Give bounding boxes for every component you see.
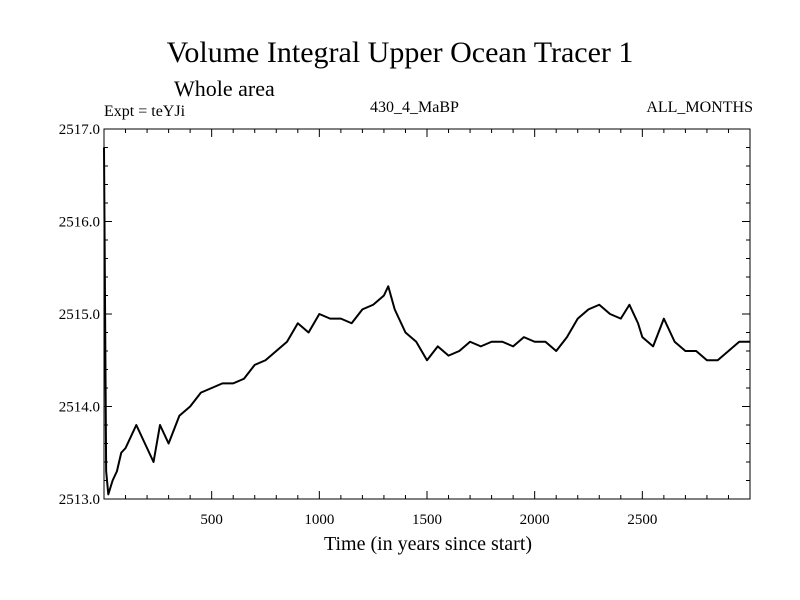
tick-labels: 2513.0 2514.0 2515.0 2516.0 2517.0 500 1000 150… [59, 122, 658, 528]
months-label: ALL_MONTHS [646, 99, 753, 116]
x-tick-label: 2500 [627, 512, 657, 528]
y-tick-label: 2516.0 [59, 215, 100, 231]
x-axis-label: Time (in years since start) [323, 533, 533, 555]
experiment-label: Expt = teYJi [104, 103, 186, 120]
axes [103, 128, 751, 500]
chart-subtitle: Whole area [174, 76, 275, 101]
x-tick-label: 2000 [520, 512, 550, 528]
y-tick-label: 2515.0 [59, 307, 100, 323]
y-tick-label: 2514.0 [59, 400, 100, 416]
x-tick-label: 500 [200, 512, 223, 528]
chart-title: Volume Integral Upper Ocean Tracer 1 [166, 36, 634, 69]
x-tick-label: 1500 [412, 512, 442, 528]
series-line [103, 147, 750, 496]
y-tick-label: 2517.0 [59, 122, 100, 138]
y-tick-label: 2513.0 [59, 492, 100, 508]
tick-marks [104, 128, 750, 500]
period-label: 430_4_MaBP [370, 99, 459, 116]
series-group [103, 147, 750, 496]
plot-frame [103, 128, 751, 500]
x-tick-label: 1000 [304, 512, 334, 528]
